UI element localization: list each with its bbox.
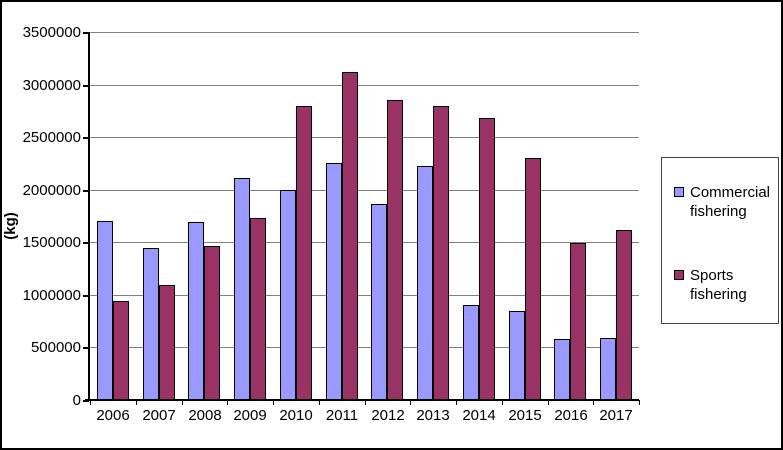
x-tick-mark — [273, 400, 274, 405]
legend: Commercial fishering Sports fishering — [661, 157, 779, 324]
gridline — [90, 32, 639, 33]
legend-label-sports: Sports fishering — [690, 267, 747, 303]
x-tick-mark — [227, 400, 228, 405]
bar-sports-2013 — [433, 106, 449, 400]
bar-sports-2016 — [570, 243, 586, 400]
y-tick-label: 1000000 — [22, 287, 81, 304]
bar-commercial-2017 — [600, 338, 616, 400]
bar-sports-2015 — [525, 158, 541, 400]
legend-swatch-commercial — [674, 187, 684, 197]
gridline — [90, 295, 639, 296]
y-tick-label: 3500000 — [22, 24, 81, 41]
bar-commercial-2010 — [280, 190, 296, 400]
x-tick-mark — [90, 400, 91, 405]
bar-commercial-2013 — [417, 166, 433, 400]
bar-commercial-2008 — [188, 222, 204, 400]
legend-label-commercial: Commercial fishering — [690, 184, 771, 220]
y-tick-label: 2000000 — [22, 182, 81, 199]
x-tick-label: 2013 — [416, 407, 450, 424]
y-tick-mark — [83, 242, 89, 244]
legend-item-commercial-fishering: Commercial fishering — [674, 183, 778, 221]
bar-sports-2010 — [296, 106, 312, 400]
x-tick-label: 2009 — [233, 407, 267, 424]
y-tick-mark — [83, 85, 89, 87]
gridline — [90, 242, 639, 243]
x-tick-mark — [639, 400, 640, 405]
y-tick-mark — [83, 32, 89, 34]
bar-commercial-2012 — [371, 204, 387, 400]
x-tick-label: 2012 — [371, 407, 405, 424]
bar-sports-2009 — [250, 218, 266, 400]
bar-commercial-2015 — [509, 311, 525, 400]
y-tick-label: 0 — [72, 392, 81, 409]
x-tick-label: 2006 — [96, 407, 130, 424]
y-axis-line — [88, 32, 90, 401]
x-tick-mark — [319, 400, 320, 405]
bar-commercial-2011 — [326, 163, 342, 400]
bar-commercial-2006 — [97, 221, 113, 400]
x-tick-label: 2014 — [462, 407, 496, 424]
y-tick-mark — [83, 400, 89, 402]
gridline — [90, 347, 639, 348]
y-tick-mark — [83, 190, 89, 192]
bar-sports-2014 — [479, 118, 495, 400]
y-tick-mark — [83, 137, 89, 139]
x-tick-label: 2015 — [508, 407, 542, 424]
legend-item-sports-fishering: Sports fishering — [674, 266, 778, 304]
x-tick-mark — [410, 400, 411, 405]
y-tick-label: 1500000 — [22, 234, 81, 251]
y-tick-label: 500000 — [30, 339, 81, 356]
bar-commercial-2014 — [463, 305, 479, 400]
x-axis-line — [85, 399, 639, 401]
gridline — [90, 85, 639, 86]
x-tick-mark — [593, 400, 594, 405]
bar-commercial-2016 — [554, 339, 570, 400]
x-tick-label: 2007 — [142, 407, 176, 424]
legend-swatch-sports — [674, 270, 684, 280]
x-tick-mark — [548, 400, 549, 405]
bar-commercial-2009 — [234, 178, 250, 400]
bar-sports-2006 — [113, 301, 129, 400]
y-tick-mark — [83, 295, 89, 297]
x-tick-label: 2017 — [599, 407, 633, 424]
bar-commercial-2007 — [143, 248, 159, 400]
x-tick-label: 2010 — [279, 407, 313, 424]
x-tick-mark — [365, 400, 366, 405]
y-tick-label: 2500000 — [22, 129, 81, 146]
x-tick-label: 2008 — [188, 407, 222, 424]
gridline — [90, 137, 639, 138]
plot-area — [90, 32, 639, 400]
x-tick-label: 2016 — [554, 407, 588, 424]
x-tick-mark — [136, 400, 137, 405]
bar-sports-2011 — [342, 72, 358, 400]
y-tick-mark — [83, 347, 89, 349]
bar-sports-2012 — [387, 100, 403, 400]
gridline — [90, 190, 639, 191]
bar-sports-2007 — [159, 285, 175, 400]
x-tick-mark — [502, 400, 503, 405]
bar-sports-2008 — [204, 246, 220, 400]
bar-sports-2017 — [616, 230, 632, 400]
x-tick-mark — [456, 400, 457, 405]
x-tick-label: 2011 — [325, 407, 359, 424]
y-tick-label: 3000000 — [22, 77, 81, 94]
x-tick-mark — [182, 400, 183, 405]
